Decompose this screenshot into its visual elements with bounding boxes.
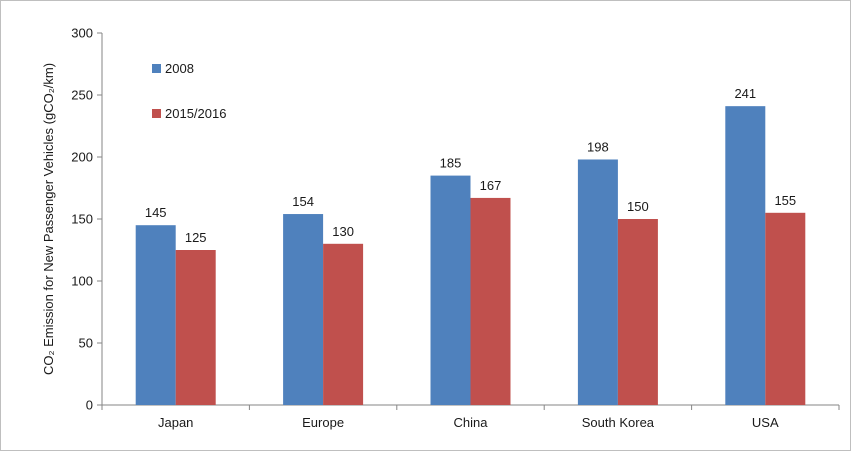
bar-value-label: 198 (587, 139, 609, 154)
bar (617, 219, 658, 405)
legend-label: 2015/2016 (165, 106, 226, 121)
bar-value-label: 155 (774, 193, 796, 208)
x-category-label: South Korea (582, 415, 655, 430)
y-axis-title: CO₂ Emission for New Passenger Vehicles … (41, 63, 56, 375)
bar-value-label: 185 (440, 156, 462, 171)
x-category-label: Japan (158, 415, 193, 430)
x-category-label: China (454, 415, 489, 430)
bar (323, 243, 364, 405)
legend: 2008 2015/2016 (152, 61, 226, 121)
bar-value-label: 145 (145, 205, 167, 220)
bar-value-label: 154 (292, 194, 314, 209)
x-category-label: USA (752, 415, 779, 430)
x-category-label: Europe (302, 415, 344, 430)
bar-value-label: 125 (185, 230, 207, 245)
legend-swatch (152, 64, 161, 73)
bar (725, 106, 766, 405)
bar (135, 225, 176, 405)
legend-swatch (152, 109, 161, 118)
axes: 0 50 100 150 200 250 300 Japan Europe China South … (71, 26, 840, 430)
y-tick-label: 200 (71, 150, 93, 165)
bar-value-label: 241 (734, 86, 756, 101)
bar (283, 214, 324, 405)
y-tick-label: 100 (71, 274, 93, 289)
y-tick-label: 250 (71, 88, 93, 103)
bar-value-label: 167 (480, 178, 502, 193)
y-tick-label: 300 (71, 26, 93, 41)
bar (577, 159, 618, 405)
bar (430, 175, 471, 405)
bar (765, 212, 806, 405)
y-tick-label: 150 (71, 212, 93, 227)
bar-value-label: 130 (332, 224, 354, 239)
bar (470, 197, 511, 405)
bars (135, 106, 806, 405)
legend-label: 2008 (165, 61, 194, 76)
y-tick-label: 0 (86, 398, 93, 413)
data-labels: 145 125 154 130 185 167 198 150 241 155 (145, 86, 796, 245)
bar-value-label: 150 (627, 199, 649, 214)
bar (175, 250, 216, 405)
y-tick-label: 50 (79, 336, 93, 351)
